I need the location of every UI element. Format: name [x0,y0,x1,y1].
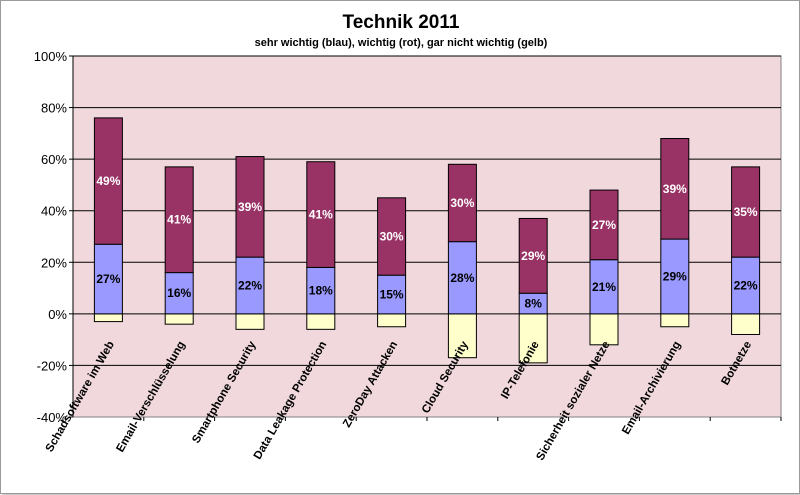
bar-wichtig [518,217,548,294]
data-label-red: 30% [380,230,404,244]
bar-sehr-wichtig [447,241,477,315]
data-label-red: 49% [96,174,120,188]
data-label-red: 39% [663,182,687,196]
data-label-red: 27% [592,218,616,232]
data-label-red: 29% [521,249,545,263]
bar-gar-nicht-wichtig [731,313,761,335]
y-tick-label: 80% [41,101,67,116]
data-label-blue: 15% [380,288,404,302]
bar-gar-nicht-wichtig [93,313,123,323]
bar-gar-nicht-wichtig [235,313,265,330]
bar-wichtig [660,138,690,240]
data-label-blue: 27% [96,272,120,286]
data-label-blue: 29% [663,269,687,283]
bar-wichtig [377,197,407,276]
data-label-blue: 21% [592,280,616,294]
y-tick-label: -40% [37,410,68,425]
data-label-red: 39% [238,200,262,214]
bar-gar-nicht-wichtig [164,313,194,325]
bar-wichtig [235,156,265,258]
bar-gar-nicht-wichtig [589,313,619,346]
bar-sehr-wichtig [164,272,194,315]
bar-gar-nicht-wichtig [447,313,477,359]
data-label-red: 35% [734,205,758,219]
bar-wichtig [164,166,194,274]
y-tick-label: 100% [34,49,68,64]
bar-gar-nicht-wichtig [660,313,690,328]
data-label-red: 41% [309,208,333,222]
data-label-blue: 8% [525,297,543,311]
bar-wichtig [731,166,761,258]
data-labels: 27% 49% 16% 41% 22% 39% 18% 41% 15% 30% 28% 30% 8% 29… [96,174,758,310]
y-tick-label: 20% [41,255,67,270]
data-label-red: 41% [167,213,191,227]
y-tick-label: 0% [48,307,67,322]
bar-sehr-wichtig [377,274,407,315]
bar-gar-nicht-wichtig [518,313,548,364]
chart-title: Technik 2011 [343,12,460,33]
bar-gar-nicht-wichtig [306,313,336,330]
data-label-blue: 22% [238,278,262,292]
bar-gar-nicht-wichtig [377,313,407,328]
bar-wichtig [447,163,477,243]
bar-wichtig [306,161,336,268]
y-tick-label: 60% [41,152,67,167]
data-label-red: 30% [450,196,474,210]
data-label-blue: 28% [450,271,474,285]
bar-wichtig [93,117,123,245]
y-tick-label: -20% [37,358,68,373]
bar-sehr-wichtig [589,259,619,315]
bar-sehr-wichtig [660,238,690,315]
data-label-blue: 18% [309,284,333,298]
data-label-blue: 22% [734,278,758,292]
chart-subtitle: sehr wichtig (blau), wichtig (rot), gar … [255,37,548,49]
data-label-blue: 16% [167,286,191,300]
bar-series [93,117,761,364]
y-tick-label: 40% [41,204,67,219]
bar-sehr-wichtig [93,243,123,315]
bar-wichtig [589,189,619,261]
